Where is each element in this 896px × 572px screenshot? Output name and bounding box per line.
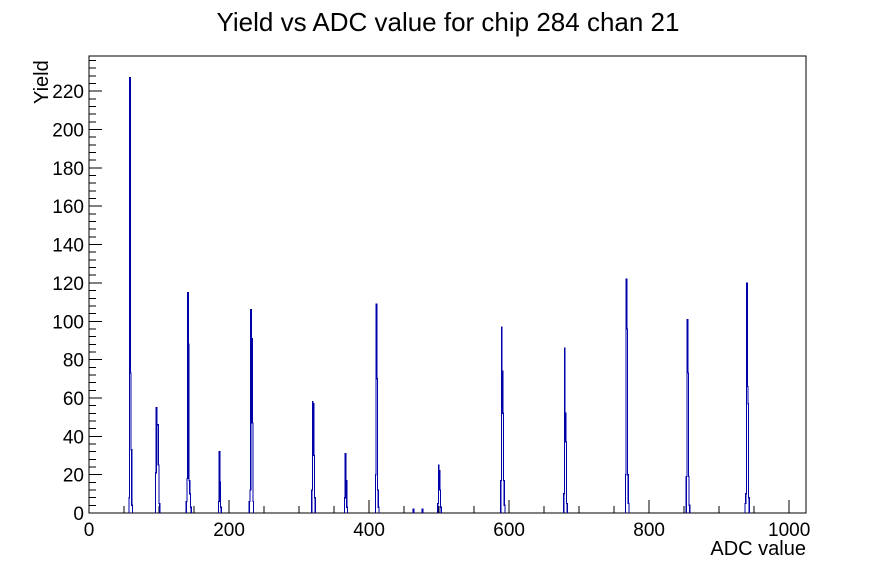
x-tick-label: 800 [633, 520, 665, 541]
y-tick-label: 200 [52, 121, 84, 142]
x-tick-label: 600 [493, 520, 525, 541]
x-tick-label: 400 [353, 520, 385, 541]
y-tick-label: 20 [63, 466, 84, 487]
chart-title: Yield vs ADC value for chip 284 chan 21 [216, 7, 680, 37]
y-tick-label: 180 [52, 159, 84, 180]
x-tick-label: 1000 [768, 520, 810, 541]
y-tick-label: 160 [52, 197, 84, 218]
y-tick-label: 120 [52, 274, 84, 295]
x-axis-label: ADC value [710, 538, 806, 560]
y-tick-label: 40 [63, 427, 84, 448]
y-tick-label: 100 [52, 312, 84, 333]
y-axis-label: Yield [31, 60, 53, 104]
plot-frame [88, 55, 807, 514]
y-tick-label: 80 [63, 351, 84, 372]
y-tick-label: 0 [73, 504, 84, 525]
x-tick-label: 0 [84, 520, 95, 541]
y-tick-label: 140 [52, 236, 84, 257]
histogram-path [128, 77, 750, 513]
x-tick-label: 200 [213, 520, 245, 541]
y-tick-label: 60 [63, 389, 84, 410]
y-tick-label: 220 [52, 82, 84, 103]
